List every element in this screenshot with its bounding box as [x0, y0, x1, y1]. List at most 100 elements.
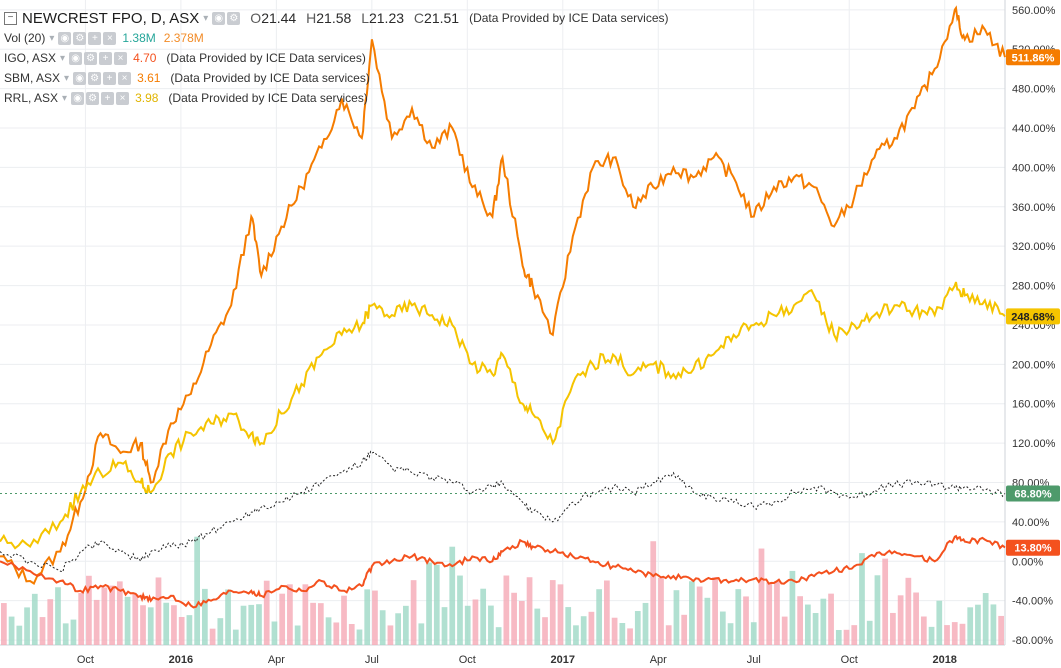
volume-bar: [913, 592, 919, 645]
volume-bar: [634, 611, 641, 645]
volume-bar: [488, 605, 494, 645]
volume-bar: [573, 625, 579, 645]
volume-bar: [333, 622, 340, 645]
gear-icon[interactable]: ⚙: [84, 51, 98, 65]
volume-bar: [372, 590, 378, 645]
last-value-label: 68.80%: [1014, 489, 1052, 501]
igo-label[interactable]: IGO, ASX: [4, 51, 57, 65]
volume-bar: [542, 617, 548, 645]
volume-bar: [719, 611, 726, 645]
x-tick-label: Oct: [77, 654, 94, 666]
igo-controls: ◉ ⚙ + ×: [69, 51, 128, 65]
last-value-badge: [1006, 308, 1060, 325]
rrl-label[interactable]: RRL, ASX: [4, 91, 59, 105]
ohlc-readout: O21.44 H21.58 L21.23 C21.51: [250, 10, 460, 26]
igo-legend: IGO, ASX ▾ ◉ ⚙ + × 4.70 (Data Provided b…: [4, 48, 669, 68]
close-icon[interactable]: ×: [114, 51, 128, 65]
vol-label[interactable]: Vol (20): [4, 31, 46, 45]
volume-bar: [882, 558, 889, 645]
volume-bar: [758, 548, 765, 645]
volume-bar: [348, 624, 355, 645]
symbol-title[interactable]: NEWCREST FPO, D, ASX: [22, 9, 200, 27]
eye-icon[interactable]: ◉: [58, 31, 72, 45]
plus-icon[interactable]: +: [103, 71, 117, 85]
plus-icon[interactable]: +: [99, 51, 113, 65]
series-line-rrl[interactable]: [0, 281, 1006, 550]
series-line-sbm[interactable]: [0, 5, 1006, 585]
last-value-badge: [1006, 539, 1060, 556]
eye-icon[interactable]: ◉: [212, 11, 226, 25]
volume-bar: [596, 589, 602, 645]
x-tick-label: 2016: [169, 654, 193, 666]
volume-bar: [464, 605, 471, 645]
series-line-igo[interactable]: [0, 534, 1006, 609]
volume-bar: [472, 599, 479, 645]
volume-bar: [967, 607, 974, 645]
chevron-down-icon[interactable]: ▾: [62, 92, 68, 104]
gear-icon[interactable]: ⚙: [86, 91, 100, 105]
collapse-icon[interactable]: −: [4, 11, 17, 25]
rrl-legend: RRL, ASX ▾ ◉ ⚙ + × 3.98 (Data Provided b…: [4, 88, 669, 108]
volume-bar: [905, 577, 912, 645]
igo-value: 4.70: [133, 51, 157, 65]
volume-bar: [859, 553, 865, 645]
chevron-down-icon[interactable]: ▾: [203, 12, 209, 24]
chevron-down-icon[interactable]: ▾: [49, 32, 55, 44]
plus-icon[interactable]: +: [101, 91, 115, 105]
volume-bar: [16, 625, 23, 645]
plus-icon[interactable]: +: [88, 31, 102, 45]
sbm-label[interactable]: SBM, ASX: [4, 71, 61, 85]
volume-bar: [124, 596, 131, 645]
rrl-note: (Data Provided by ICE Data services): [168, 91, 368, 105]
rrl-controls: ◉ ⚙ + ×: [71, 91, 130, 105]
y-tick-label: 400.00%: [1012, 162, 1056, 174]
volume-bar: [418, 623, 425, 645]
volume-bar: [611, 617, 618, 645]
x-tick-label: Jul: [747, 654, 761, 666]
y-tick-label: 480.00%: [1012, 84, 1056, 96]
volume-bar: [743, 596, 749, 645]
close-icon[interactable]: ×: [103, 31, 117, 45]
eye-icon[interactable]: ◉: [71, 91, 85, 105]
gear-icon[interactable]: ⚙: [88, 71, 102, 85]
volume-bar: [202, 588, 208, 645]
volume-bar: [750, 622, 757, 645]
volume-bar: [820, 598, 827, 645]
volume-bar: [310, 602, 316, 645]
volume-bar: [673, 590, 680, 645]
y-tick-label: 440.00%: [1012, 123, 1056, 135]
y-tick-label: 0.00%: [1012, 556, 1043, 568]
volume-bar: [426, 562, 432, 645]
close-icon[interactable]: ×: [116, 91, 130, 105]
volume-bar: [735, 589, 742, 645]
close-icon[interactable]: ×: [118, 71, 132, 85]
volume-bar: [47, 599, 54, 645]
volume-bar: [78, 593, 85, 645]
volume-bar: [341, 595, 347, 645]
y-tick-label: 40.00%: [1012, 517, 1050, 529]
volume-bar: [8, 616, 15, 645]
eye-icon[interactable]: ◉: [69, 51, 83, 65]
eye-icon[interactable]: ◉: [73, 71, 87, 85]
volume-bar: [140, 605, 146, 645]
volume-bar: [294, 625, 301, 645]
last-value-label: 511.86%: [1012, 52, 1055, 64]
volume-bar: [897, 595, 904, 645]
chevron-down-icon[interactable]: ▾: [60, 52, 66, 64]
gear-icon[interactable]: ⚙: [73, 31, 87, 45]
volume-bar: [944, 625, 950, 645]
vol-controls: ◉ ⚙ + ×: [58, 31, 117, 45]
volume-bar: [186, 615, 193, 645]
volume-bar: [534, 608, 541, 645]
volume-bar: [812, 613, 819, 645]
gear-icon[interactable]: ⚙: [227, 11, 241, 25]
volume-bar: [132, 594, 139, 645]
volume-bar: [665, 625, 672, 645]
volume-bar: [209, 628, 216, 645]
chevron-down-icon[interactable]: ▾: [64, 72, 70, 84]
volume-bar: [194, 536, 200, 645]
x-tick-label: Jul: [365, 654, 379, 666]
volume-bar: [658, 577, 664, 645]
volume-bar: [356, 629, 363, 645]
